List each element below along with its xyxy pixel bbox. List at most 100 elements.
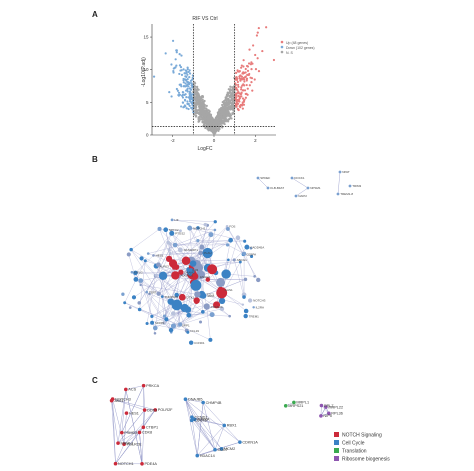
network-node (348, 184, 352, 188)
network-edge (155, 275, 164, 329)
data-point (190, 101, 193, 105)
network-edge (153, 233, 172, 256)
network-node (152, 254, 155, 257)
data-point (195, 101, 198, 104)
module-edge (185, 399, 198, 456)
data-point (245, 83, 248, 87)
node-labels: DTX1 SFRP1 HES1 JAG1 NOTCH1 CCND1 ABCG1 IL2RA NP… (134, 170, 362, 345)
network-edge (226, 273, 255, 277)
data-point (201, 106, 205, 109)
network-node (225, 243, 230, 247)
node-label: GADD45A (250, 245, 264, 249)
data-point (188, 98, 192, 101)
x-tick-label: -2 (171, 138, 175, 143)
module-edge (121, 389, 127, 433)
data-point (230, 117, 233, 120)
data-point (239, 74, 242, 77)
data-point (242, 59, 245, 62)
data-point (228, 107, 231, 110)
network-node (203, 303, 210, 310)
network-edge (135, 255, 154, 273)
network-node (156, 291, 161, 296)
data-point (177, 93, 180, 97)
data-point (195, 112, 198, 115)
network-node (227, 258, 230, 262)
module-edge (121, 385, 144, 433)
data-point (182, 84, 186, 88)
module-node-label: RPL7 (324, 404, 334, 408)
node-label: CCND1 (194, 341, 205, 345)
network-node (172, 242, 178, 248)
module-edge (139, 432, 143, 464)
data-point (203, 109, 206, 112)
module-edge (112, 398, 145, 411)
node-label: RASGRP1 (184, 248, 199, 252)
data-point (188, 76, 191, 79)
module-node-label: RBX1 (227, 424, 237, 428)
data-point (175, 49, 178, 52)
data-point (240, 66, 243, 69)
network-node (203, 222, 208, 227)
network-node (158, 271, 168, 280)
data-point (175, 87, 178, 91)
node-label: ENAH4 (200, 275, 210, 279)
data-point (187, 81, 190, 84)
network-node (163, 227, 169, 233)
x-tick-label: 0 (213, 138, 216, 143)
node-label: ALPK3 (159, 264, 169, 268)
network-node (188, 340, 194, 345)
data-point (245, 64, 249, 68)
module-node (142, 408, 147, 412)
module-edge (194, 419, 222, 449)
network-edge (178, 314, 213, 326)
data-point (206, 120, 209, 123)
data-point (230, 107, 234, 111)
network-node (184, 306, 192, 313)
data-point (180, 85, 183, 88)
data-point (240, 95, 243, 98)
data-point (245, 79, 248, 82)
data-point (164, 52, 167, 55)
network-node (131, 295, 137, 300)
network-node (168, 242, 172, 246)
data-point (255, 34, 259, 37)
data-point (237, 108, 240, 112)
data-point (197, 99, 201, 102)
data-point (230, 93, 233, 96)
network-edge (172, 234, 212, 264)
data-point (219, 123, 222, 126)
data-point (175, 51, 178, 54)
data-point (239, 79, 242, 82)
data-point (186, 73, 189, 76)
network-node (208, 232, 214, 238)
network-edge (189, 228, 203, 248)
module-node (292, 400, 296, 405)
network-node (169, 230, 175, 236)
module-node-label: HES1 (129, 411, 139, 415)
data-point (185, 96, 188, 99)
module-node-label: POLR2F (158, 408, 173, 412)
data-point (214, 119, 217, 123)
network-node (208, 337, 213, 342)
data-point (193, 106, 196, 110)
network-node (157, 226, 162, 232)
data-point (216, 113, 220, 116)
data-point (199, 111, 203, 115)
network-edge (190, 308, 222, 316)
node-label: TRIM3 (352, 184, 361, 188)
data-point (217, 119, 220, 122)
network-edge (164, 260, 187, 317)
data-point (178, 72, 181, 76)
network-node (181, 256, 191, 266)
module-edge (115, 409, 156, 464)
data-point (251, 89, 254, 92)
module-node-label: HDAC14 (200, 454, 215, 458)
data-point (195, 92, 198, 96)
data-point (201, 103, 204, 106)
data-point (217, 127, 220, 130)
data-point (209, 114, 212, 117)
data-point (221, 101, 224, 104)
x-tick-label: 2 (254, 138, 257, 143)
data-point (197, 119, 200, 123)
data-point (212, 129, 215, 132)
